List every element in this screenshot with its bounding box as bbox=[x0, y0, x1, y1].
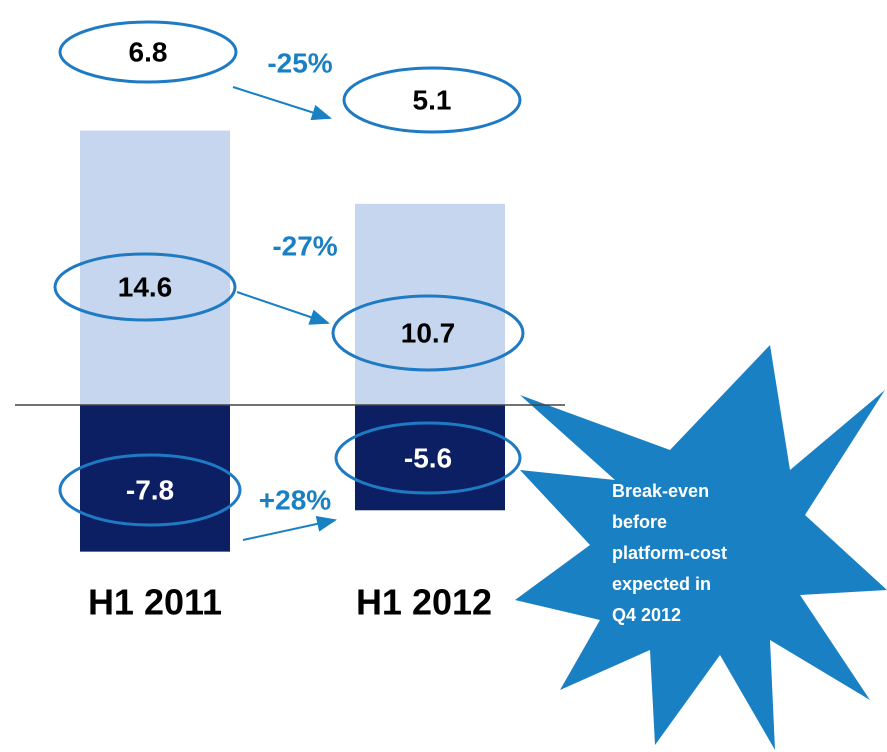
arrow bbox=[236, 291, 330, 325]
value-ellipse bbox=[334, 421, 522, 495]
value-ellipse bbox=[58, 20, 238, 84]
value-label: -5.6 bbox=[404, 442, 452, 473]
bar bbox=[80, 130, 230, 405]
callout-text: expected in bbox=[612, 574, 711, 594]
x-tick-label: H1 2011 bbox=[88, 582, 222, 623]
value-ellipse bbox=[58, 453, 242, 527]
callout-text: Q4 2012 bbox=[612, 605, 681, 625]
callout-text: Break-even bbox=[612, 481, 709, 501]
value-ellipse bbox=[342, 66, 522, 134]
bar bbox=[80, 405, 230, 552]
arrow bbox=[232, 86, 332, 121]
value-label: 10.7 bbox=[401, 317, 456, 348]
value-ellipse bbox=[331, 294, 525, 372]
change-label: +28% bbox=[259, 484, 331, 515]
value-label: 14.6 bbox=[118, 271, 173, 302]
x-tick-label: H1 2012 bbox=[356, 582, 492, 623]
value-label: 5.1 bbox=[413, 84, 452, 115]
value-label: 6.8 bbox=[129, 36, 168, 67]
callout-text: before bbox=[612, 512, 667, 532]
bar bbox=[355, 203, 505, 405]
starburst bbox=[515, 345, 887, 750]
change-label: -25% bbox=[267, 47, 332, 78]
callout-text: platform-cost bbox=[612, 543, 727, 563]
value-label: -7.8 bbox=[126, 474, 174, 505]
arrow bbox=[242, 516, 337, 541]
value-ellipse bbox=[53, 252, 237, 322]
change-label: -27% bbox=[272, 230, 337, 261]
